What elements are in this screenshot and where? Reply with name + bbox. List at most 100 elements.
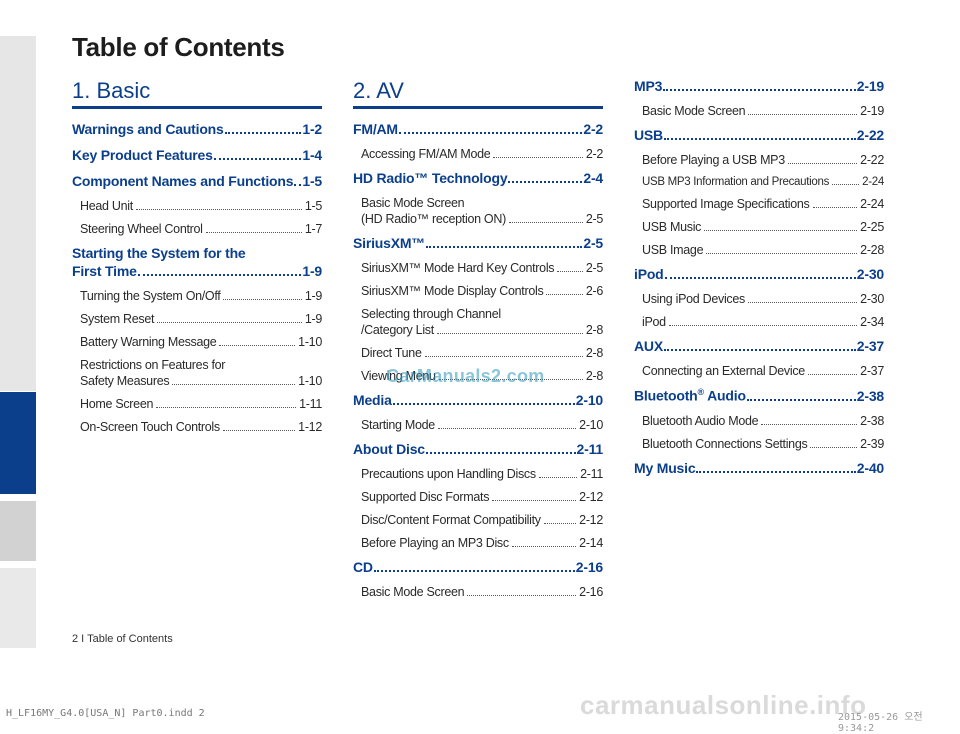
section-title-main: Bluetooth	[634, 387, 698, 404]
toc-item[interactable]: Basic Mode Screen 2-19	[642, 104, 884, 118]
dot-leader	[557, 271, 583, 272]
toc-item[interactable]: System Reset 1-9	[80, 312, 322, 326]
toc-item[interactable]: SiriusXM™ Mode Hard Key Controls 2-5	[361, 261, 603, 275]
item-title: SiriusXM™ Mode Hard Key Controls	[361, 261, 555, 275]
toc-item[interactable]: USB Image 2-28	[642, 243, 884, 257]
item-page: 2-5	[585, 212, 603, 226]
section-title: Warnings and Cautions	[72, 121, 224, 137]
dot-leader	[156, 407, 297, 408]
toc-item[interactable]: Before Playing an MP3 Disc 2-14	[361, 536, 603, 550]
toc-item[interactable]: Basic Mode Screen 2-16	[361, 585, 603, 599]
item-page: 2-16	[579, 585, 603, 599]
item-page: 2-34	[860, 315, 884, 329]
toc-item[interactable]: Direct Tune 2-8	[361, 346, 603, 360]
section-page: 1-5	[302, 173, 322, 189]
toc-item[interactable]: Home Screen 1-11	[80, 397, 322, 411]
dot-leader	[664, 277, 856, 279]
item-page: 2-10	[579, 418, 603, 432]
dot-leader	[810, 446, 858, 448]
dot-leader	[224, 132, 302, 134]
toc-item[interactable]: Connecting an External Device 2-37	[642, 364, 884, 378]
toc-item[interactable]: Starting Mode 2-10	[361, 418, 603, 432]
item-page: 2-6	[585, 284, 603, 298]
section-page: 2-11	[576, 441, 604, 457]
section-title: Component Names and Functions	[72, 173, 294, 189]
toc-column-basic: 1. Basic Warnings and Cautions 1-2 Key P…	[72, 78, 322, 443]
item-title: Using iPod Devices	[642, 292, 745, 306]
dot-leader	[135, 209, 302, 210]
item-title: Supported Image Specifications	[642, 197, 810, 211]
toc-item[interactable]: Head Unit 1-5	[80, 199, 322, 213]
toc-column-av: 2. AV FM/AM 2-2 Accessing FM/AM Mode 2-2…	[353, 78, 603, 608]
toc-item[interactable]: Supported Disc Formats 2-12	[361, 490, 603, 504]
toc-item[interactable]: Precautions upon Handling Discs 2-11	[361, 467, 603, 481]
side-tab-gray	[0, 501, 36, 561]
side-tab-gray	[0, 568, 36, 648]
dot-leader	[663, 349, 856, 351]
section-page: 2-37	[856, 338, 884, 354]
item-title: Basic Mode Screen	[642, 104, 746, 118]
toc-item[interactable]: Using iPod Devices 2-30	[642, 292, 884, 306]
item-title: Connecting an External Device	[642, 364, 805, 378]
toc-section[interactable]: Component Names and Functions 1-5	[72, 173, 322, 189]
item-page: 2-24	[862, 176, 884, 188]
toc-section[interactable]: SiriusXM™ 2-5	[353, 235, 603, 251]
dot-leader	[787, 163, 858, 164]
toc-item[interactable]: Disc/Content Format Compatibility 2-12	[361, 513, 603, 527]
toc-section[interactable]: Starting the System for the First Time 1…	[72, 245, 322, 279]
toc-item[interactable]: Bluetooth Audio Mode 2-38	[642, 414, 884, 428]
toc-item[interactable]: On-Screen Touch Controls 1-12	[80, 420, 322, 434]
toc-section[interactable]: Bluetooth® Audio 2-38	[634, 387, 884, 404]
dot-leader	[538, 477, 578, 478]
chapter-heading: 2. AV	[353, 78, 603, 109]
dot-leader	[437, 428, 577, 429]
toc-item[interactable]: Supported Image Specifications 2-24	[642, 197, 884, 211]
toc-item[interactable]: Accessing FM/AM Mode 2-2	[361, 147, 603, 161]
toc-item[interactable]: Viewing Menu 2-8	[361, 369, 603, 383]
dot-leader	[294, 184, 302, 186]
item-page: 2-30	[860, 292, 884, 306]
toc-item[interactable]: Restrictions on Features for Safety Meas…	[80, 358, 322, 388]
toc-section[interactable]: Warnings and Cautions 1-2	[72, 121, 322, 137]
toc-item[interactable]: Bluetooth Connections Settings 2-39	[642, 437, 884, 451]
section-page: 2-30	[856, 266, 884, 282]
section-title-tail: Audio	[703, 387, 746, 404]
toc-item[interactable]: Turning the System On/Off 1-9	[80, 289, 322, 303]
dot-leader	[467, 595, 577, 596]
toc-item[interactable]: SiriusXM™ Mode Display Controls 2-6	[361, 284, 603, 298]
toc-section[interactable]: MP3 2-19	[634, 78, 884, 94]
section-page: 1-4	[302, 147, 322, 163]
toc-section[interactable]: Key Product Features 1-4	[72, 147, 322, 163]
dot-leader	[436, 333, 583, 334]
toc-item[interactable]: Steering Wheel Control 1-7	[80, 222, 322, 236]
section-title: CD	[353, 559, 373, 575]
toc-item[interactable]: iPod 2-34	[642, 315, 884, 329]
toc-section[interactable]: About Disc 2-11	[353, 441, 603, 457]
item-page: 2-11	[580, 467, 603, 481]
toc-item[interactable]: Battery Warning Message 1-10	[80, 335, 322, 349]
toc-section[interactable]: FM/AM 2-2	[353, 121, 603, 137]
item-title: Head Unit	[80, 199, 133, 213]
toc-section[interactable]: HD Radio™ Technology 2-4	[353, 170, 603, 186]
dot-leader	[137, 274, 302, 276]
item-page: 2-8	[585, 346, 603, 360]
toc-item[interactable]: USB MP3 Information and Precautions 2-24	[642, 176, 884, 188]
toc-item[interactable]: USB Music 2-25	[642, 220, 884, 234]
toc-item[interactable]: Basic Mode Screen (HD Radio™ reception O…	[361, 196, 603, 226]
toc-section[interactable]: USB 2-22	[634, 127, 884, 143]
dot-leader	[761, 423, 858, 425]
item-title: USB Music	[642, 220, 702, 234]
item-page: 2-8	[585, 369, 603, 383]
dot-leader	[706, 253, 858, 254]
carmanuals-watermark: CarManuals2.com	[386, 366, 545, 386]
toc-section[interactable]: Media 2-10	[353, 392, 603, 408]
toc-section[interactable]: iPod 2-30	[634, 266, 884, 282]
item-title: Home Screen	[80, 397, 154, 411]
toc-section[interactable]: AUX 2-37	[634, 338, 884, 354]
item-page: 1-11	[299, 397, 322, 411]
toc-section[interactable]: My Music 2-40	[634, 460, 884, 476]
toc-item[interactable]: Selecting through Channel /Category List…	[361, 307, 603, 337]
dot-leader	[696, 470, 856, 473]
toc-section[interactable]: CD 2-16	[353, 559, 603, 575]
toc-item[interactable]: Before Playing a USB MP3 2-22	[642, 153, 884, 167]
